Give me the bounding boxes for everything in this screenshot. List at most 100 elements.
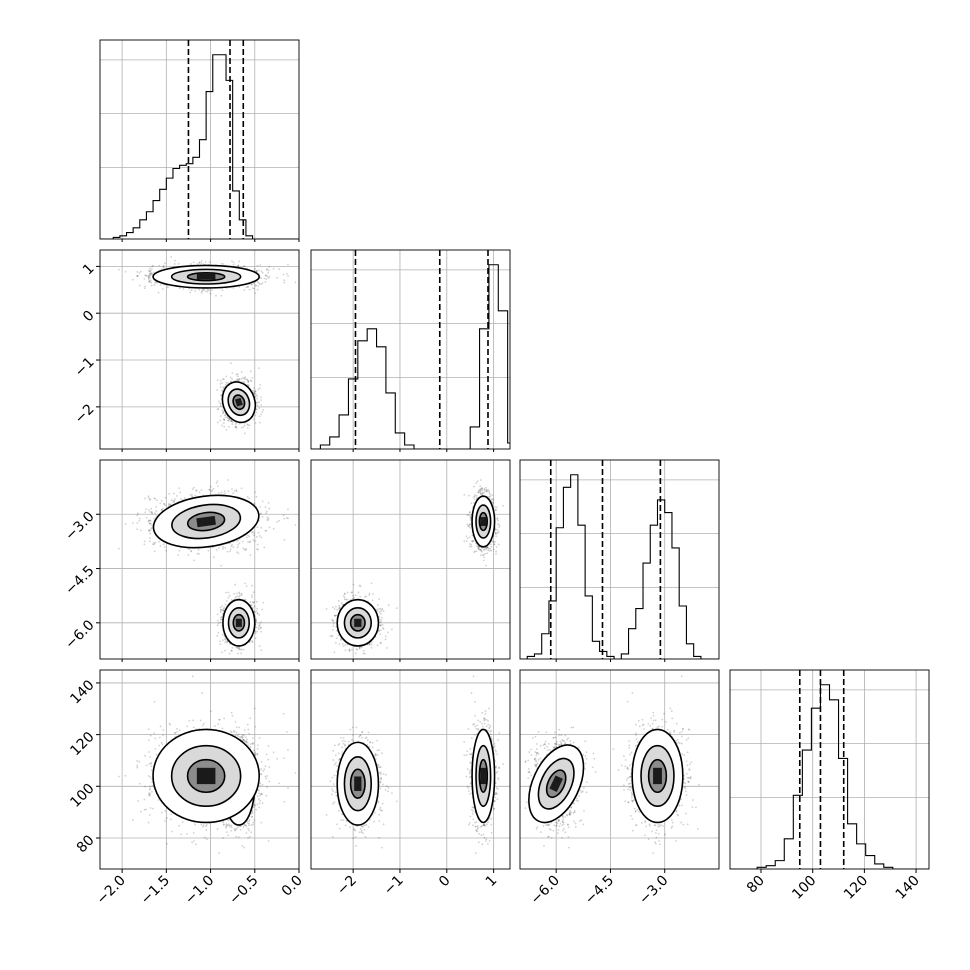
- sample-point: [255, 411, 258, 414]
- sample-point: [253, 502, 256, 505]
- sample-point: [149, 522, 152, 525]
- sample-point: [220, 262, 223, 265]
- sample-point: [224, 416, 227, 419]
- sample-point: [229, 418, 231, 421]
- sample-point: [267, 517, 270, 520]
- sample-point: [261, 282, 264, 284]
- sample-point: [259, 384, 262, 386]
- sample-point: [252, 591, 255, 594]
- sample-point: [258, 624, 261, 627]
- sample-point: [219, 643, 222, 646]
- sample-point: [223, 490, 226, 493]
- sample-point: [239, 648, 241, 651]
- sample-point: [247, 380, 250, 382]
- sample-point: [256, 395, 259, 398]
- sample-point: [254, 395, 257, 398]
- sample-point: [148, 281, 150, 283]
- sample-point: [221, 608, 223, 611]
- sample-point: [238, 378, 240, 380]
- sample-point: [247, 424, 250, 426]
- sample-point: [215, 294, 217, 297]
- sample-point: [237, 595, 240, 598]
- sample-point: [232, 263, 235, 266]
- sample-point: [250, 283, 253, 286]
- sample-point: [224, 637, 226, 640]
- sample-point: [249, 601, 252, 603]
- sample-point: [166, 286, 169, 289]
- sample-point: [263, 546, 266, 549]
- sample-point: [255, 610, 258, 612]
- sample-point: [201, 289, 204, 292]
- sample-point: [147, 277, 150, 280]
- sample-point: [168, 492, 171, 495]
- sample-point: [156, 499, 158, 502]
- sample-point: [145, 275, 147, 277]
- sample-point: [147, 274, 150, 277]
- sample-point: [149, 274, 151, 277]
- sample-point: [237, 264, 240, 267]
- sample-point: [153, 517, 156, 520]
- sample-point: [265, 278, 268, 280]
- sample-point: [248, 424, 251, 427]
- sample-point: [253, 611, 256, 614]
- sample-point: [266, 275, 269, 278]
- sample-point: [267, 518, 270, 521]
- sample-point: [256, 526, 259, 529]
- sample-point: [244, 598, 247, 601]
- sample-point: [236, 595, 239, 598]
- sample-point: [246, 285, 249, 288]
- sample-point: [265, 529, 268, 532]
- sample-point: [259, 505, 262, 508]
- sample-point: [230, 545, 233, 547]
- sample-point: [237, 543, 239, 546]
- sample-point: [172, 492, 175, 495]
- sample-point: [216, 389, 219, 391]
- sample-point: [255, 495, 258, 498]
- sample-point: [242, 380, 245, 383]
- sample-point: [217, 408, 220, 410]
- sample-point: [224, 649, 226, 652]
- sample-point: [136, 275, 139, 278]
- sample-point: [153, 542, 156, 544]
- sample-point: [232, 261, 235, 264]
- sample-point: [259, 263, 262, 266]
- sample-point: [195, 489, 198, 492]
- sample-point: [144, 497, 147, 500]
- sample-point: [252, 539, 255, 541]
- sample-point: [222, 263, 225, 265]
- sample-point: [234, 583, 237, 586]
- sample-point: [246, 383, 249, 386]
- sample-point: [200, 489, 203, 491]
- sample-point: [176, 494, 178, 497]
- sample-point: [217, 547, 220, 549]
- sample-point: [236, 546, 239, 549]
- sample-point: [232, 421, 234, 424]
- sample-point: [253, 601, 256, 603]
- sample-point: [197, 549, 200, 551]
- sample-point: [221, 389, 224, 392]
- sample-point: [233, 490, 236, 492]
- histogram-step: [311, 264, 510, 449]
- sample-point: [219, 383, 222, 385]
- sample-point: [255, 535, 258, 538]
- sample-point: [219, 394, 222, 397]
- sample-point: [256, 270, 258, 272]
- sample-point: [231, 260, 233, 263]
- sample-point: [242, 426, 245, 428]
- sample-point: [220, 615, 223, 618]
- sample-point: [151, 273, 153, 276]
- sample-point: [260, 630, 263, 633]
- sample-point: [234, 596, 237, 599]
- sample-point: [148, 280, 151, 283]
- sample-point: [251, 283, 253, 286]
- sample-point: [255, 620, 258, 622]
- sample-point: [222, 546, 224, 548]
- sample-point: [150, 268, 153, 270]
- sample-point: [253, 392, 255, 395]
- sample-point: [258, 535, 261, 537]
- sample-point: [249, 554, 252, 557]
- sample-point: [235, 426, 237, 429]
- sample-point: [247, 380, 250, 383]
- sample-point: [243, 432, 246, 435]
- sample-point: [151, 524, 154, 527]
